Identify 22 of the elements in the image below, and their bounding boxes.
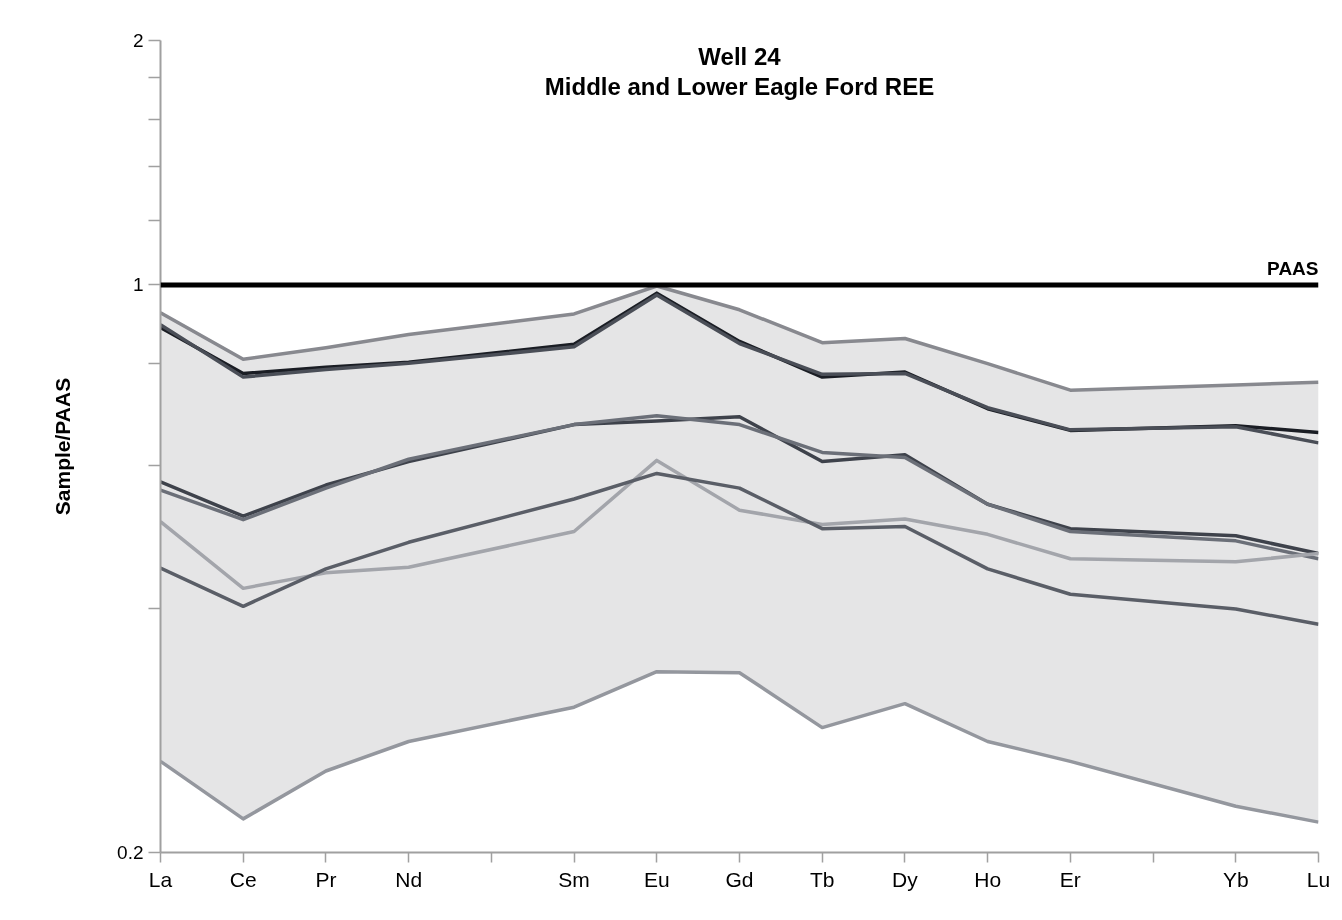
y-tick-label: 2 xyxy=(132,30,144,51)
x-tick-label: Sm xyxy=(558,867,590,891)
x-tick-label: Pr xyxy=(315,867,337,891)
x-tick-label: Eu xyxy=(643,867,670,891)
x-tick-label: Dy xyxy=(892,867,919,891)
ref-line-label: PAAS xyxy=(1267,257,1319,279)
text: Middle and Lower Eagle Ford REE xyxy=(544,72,935,100)
y-tick-label: 1 xyxy=(132,274,144,296)
x-tick-label: Gd xyxy=(725,867,754,891)
x-tick-label: Er xyxy=(1059,867,1081,891)
x-tick-label: Ce xyxy=(229,867,257,891)
x-tick-label: Yb xyxy=(1222,867,1249,891)
x-tick-label: Nd xyxy=(395,867,423,891)
line-series xyxy=(160,471,1319,627)
y-axis-title: Sample/PAAS xyxy=(51,377,75,516)
x-tick-label: Tb xyxy=(809,867,835,891)
x-tick-label: Ho xyxy=(974,867,1002,891)
y-tick-label: 0.2 xyxy=(117,842,144,863)
x-tick-label: La xyxy=(148,867,173,891)
x-tick-label: Lu xyxy=(1306,867,1331,891)
chart-title: Well 24 xyxy=(698,42,782,70)
line-series xyxy=(160,284,1319,392)
